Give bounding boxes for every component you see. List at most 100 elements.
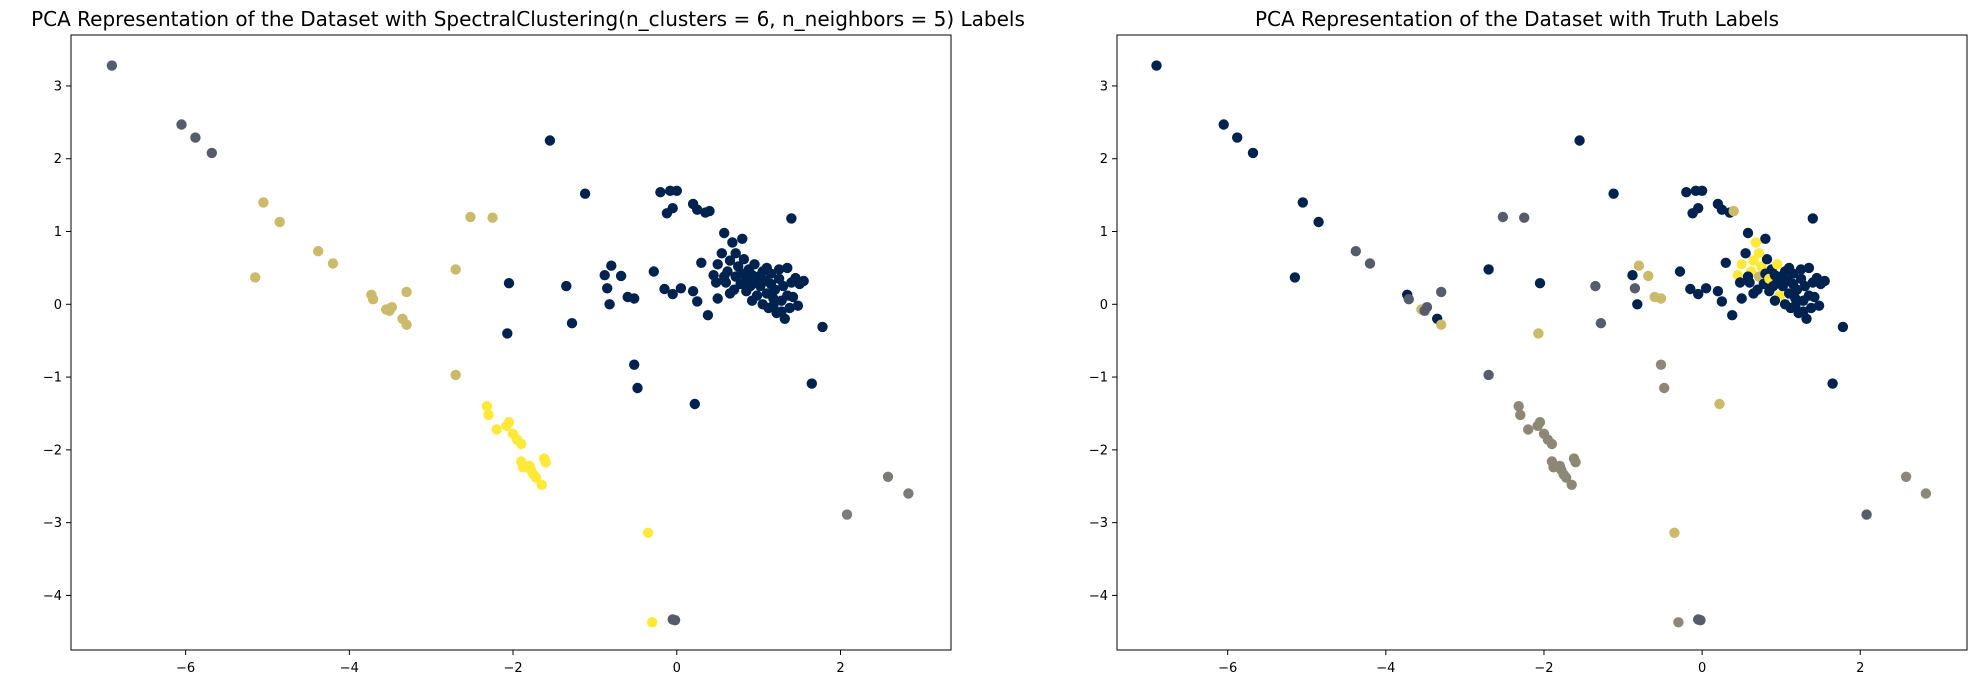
- data-point: [696, 257, 707, 268]
- data-point: [841, 509, 853, 520]
- data-point: [1753, 248, 1765, 259]
- data-point: [602, 283, 613, 294]
- data-point: [1574, 135, 1585, 146]
- data-point: [712, 259, 723, 270]
- chart-truth-labels: PCA Representation of the Dataset with T…: [1089, 7, 1968, 676]
- data-point: [401, 319, 412, 330]
- scatter-points: [106, 60, 914, 628]
- data-point: [1861, 509, 1872, 520]
- data-point: [1364, 258, 1376, 269]
- data-point: [561, 280, 572, 292]
- data-point: [724, 288, 736, 299]
- data-point: [903, 488, 914, 499]
- data-point: [1566, 479, 1577, 490]
- data-point: [274, 216, 285, 228]
- data-point: [1790, 293, 1801, 304]
- data-point: [313, 246, 324, 257]
- data-point: [1218, 119, 1229, 130]
- data-point: [599, 270, 610, 281]
- data-point: [1421, 302, 1433, 313]
- data-point: [773, 264, 785, 275]
- data-point: [483, 409, 494, 421]
- data-point: [687, 286, 699, 297]
- data-point: [401, 286, 412, 298]
- data-point: [566, 318, 578, 329]
- data-point: [487, 212, 498, 223]
- data-point: [806, 378, 817, 389]
- data-point: [1627, 270, 1638, 281]
- data-point: [1629, 283, 1641, 294]
- data-point: [1803, 262, 1815, 274]
- data-point: [671, 185, 682, 196]
- data-point: [544, 135, 556, 146]
- data-point: [882, 471, 894, 482]
- y-tick-label: 0: [54, 298, 62, 313]
- data-point: [1734, 277, 1746, 288]
- data-point: [768, 300, 779, 311]
- x-tick-label: −6: [176, 661, 195, 676]
- data-point: [1655, 359, 1667, 370]
- data-point: [1716, 296, 1728, 307]
- data-point: [1728, 205, 1739, 217]
- data-point: [1595, 318, 1607, 329]
- y-tick-label: −4: [43, 589, 62, 604]
- chart-title: PCA Representation of the Dataset with T…: [1255, 7, 1779, 31]
- data-point: [648, 266, 659, 277]
- y-tick-label: −2: [1089, 443, 1108, 458]
- data-point: [1681, 187, 1692, 198]
- data-point: [1720, 257, 1732, 268]
- chart-spectral-clustering: PCA Representation of the Dataset with S…: [31, 7, 1025, 676]
- y-tick-label: −1: [43, 371, 62, 386]
- data-point: [642, 527, 654, 538]
- data-point: [1769, 295, 1781, 306]
- data-point: [719, 227, 730, 239]
- data-point: [516, 438, 527, 450]
- data-point: [692, 296, 703, 307]
- data-point: [768, 293, 779, 304]
- data-point: [1232, 132, 1243, 143]
- data-point: [1798, 306, 1809, 317]
- data-point: [817, 321, 828, 333]
- data-point: [604, 299, 615, 310]
- data-point: [746, 295, 758, 306]
- data-point: [1799, 280, 1811, 292]
- data-point: [661, 208, 673, 219]
- data-point: [1807, 213, 1819, 224]
- data-point: [1350, 246, 1362, 257]
- data-point: [606, 260, 617, 271]
- data-point: [503, 278, 515, 289]
- data-point: [1403, 294, 1415, 305]
- data-point: [1590, 280, 1601, 292]
- y-tick-label: −1: [1089, 371, 1108, 386]
- data-point: [1740, 248, 1751, 259]
- x-tick-label: 2: [1856, 661, 1864, 676]
- data-point: [632, 382, 643, 394]
- data-point: [730, 248, 741, 259]
- data-point: [1772, 259, 1783, 270]
- data-point: [579, 188, 591, 199]
- data-point: [712, 293, 723, 304]
- data-point: [1900, 471, 1912, 482]
- data-point: [176, 119, 187, 130]
- x-tick-label: −2: [503, 661, 522, 676]
- data-point: [629, 293, 640, 304]
- data-point: [1696, 185, 1708, 196]
- data-point: [716, 248, 727, 259]
- chart-title: PCA Representation of the Dataset with S…: [31, 7, 1025, 31]
- data-point: [258, 197, 269, 208]
- x-tick-label: 2: [836, 661, 844, 676]
- y-tick-label: −4: [1089, 589, 1108, 604]
- data-point: [1289, 272, 1301, 283]
- data-point: [386, 302, 398, 313]
- data-point: [1643, 270, 1654, 282]
- data-point: [1519, 212, 1530, 223]
- y-tick-label: 1: [1100, 225, 1108, 240]
- data-point: [1748, 288, 1759, 299]
- data-point: [1546, 438, 1558, 450]
- data-point: [367, 294, 379, 305]
- data-point: [1827, 378, 1838, 389]
- data-point: [776, 306, 787, 317]
- data-point: [1669, 527, 1680, 538]
- data-point: [1297, 197, 1309, 208]
- data-point: [1813, 300, 1825, 311]
